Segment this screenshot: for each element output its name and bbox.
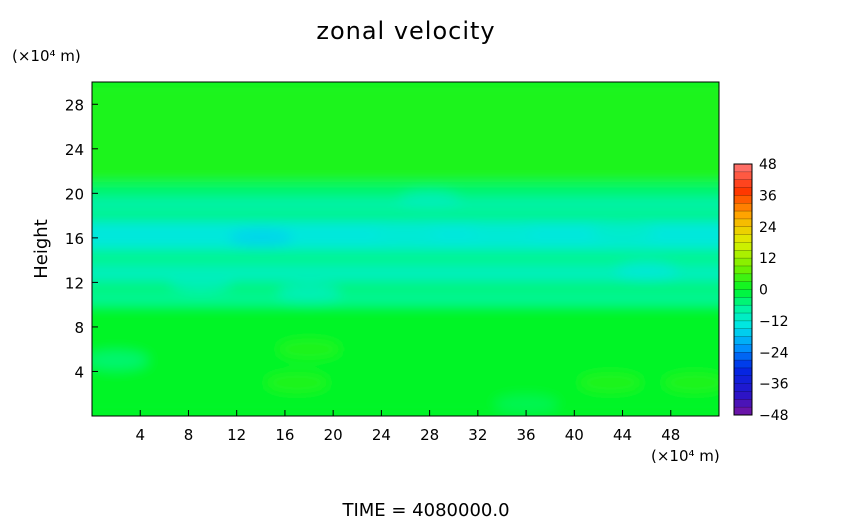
x-tick-label: 4 — [135, 426, 145, 444]
colorbar-segment — [734, 360, 752, 369]
x-tick-label: 32 — [468, 426, 487, 444]
colorbar-segment — [734, 383, 752, 392]
y-tick-label: 8 — [74, 319, 84, 337]
colorbar-label: 12 — [759, 251, 777, 267]
y-tick-label: 28 — [65, 96, 84, 114]
colorbar-label: 36 — [759, 188, 777, 204]
colorbar-segment — [734, 336, 752, 345]
colorbar-segment — [734, 242, 752, 251]
field-blob — [277, 284, 342, 303]
colorbar-segment — [734, 320, 752, 330]
x-tick-label: 40 — [565, 426, 584, 444]
y-tick-label: 20 — [65, 185, 84, 203]
field-blob — [662, 373, 719, 392]
field-band — [92, 293, 719, 305]
colorbar-label: 48 — [759, 157, 777, 173]
colorbar-label: −12 — [759, 314, 789, 330]
field-band — [92, 265, 719, 283]
y-tick-label: 4 — [74, 363, 84, 381]
colorbar-segment — [734, 195, 752, 204]
field-band — [92, 82, 719, 183]
colorbar-segment — [734, 171, 752, 181]
heatmap-field — [92, 82, 719, 416]
x-axis-ticks: 4 8 12 16 20 24 28 32 36 40 44 48 — [135, 410, 680, 444]
colorbar-label: 0 — [759, 283, 768, 299]
colorbar-segment — [734, 289, 752, 298]
x-axis-unit: (×10⁴ m) — [651, 447, 720, 465]
colorbar-label: 24 — [759, 220, 777, 236]
field-blob — [264, 373, 329, 392]
field-blob — [614, 262, 679, 281]
colorbar: 48 36 24 12 0 −12 −24 −36 −48 — [733, 157, 789, 424]
colorbar-segment — [734, 179, 752, 189]
field-band — [92, 210, 719, 222]
y-axis-label: Height — [31, 219, 52, 279]
x-tick-label: 20 — [324, 426, 343, 444]
colorbar-segment — [734, 211, 752, 220]
y-tick-label: 12 — [65, 274, 84, 292]
x-tick-label: 12 — [227, 426, 246, 444]
colorbar-frame — [733, 163, 753, 416]
colorbar-segment — [734, 281, 752, 290]
colorbar-segment — [734, 187, 752, 196]
colorbar-segment — [734, 328, 752, 338]
field-blob — [92, 351, 149, 370]
field-band — [92, 282, 719, 294]
colorbar-segment — [734, 226, 752, 236]
colorbar-segment — [734, 344, 752, 353]
colorbar-segment — [734, 313, 752, 322]
field-blob — [578, 373, 643, 392]
x-tick-label: 28 — [420, 426, 439, 444]
colorbar-segment — [734, 399, 752, 408]
field-blob — [494, 395, 559, 414]
colorbar-segment — [734, 250, 752, 259]
field-blob — [590, 223, 655, 242]
field-blob — [277, 340, 342, 359]
colorbar-segment — [734, 352, 752, 361]
y-axis-ticks: 4 8 12 16 20 24 28 — [65, 96, 98, 381]
field-blob — [373, 225, 438, 244]
plot-frame — [91, 81, 720, 417]
y-tick-label: 16 — [65, 230, 84, 248]
colorbar-segment — [734, 234, 752, 243]
colorbar-label: −24 — [759, 345, 789, 361]
y-axis-unit: (×10⁴ m) — [12, 47, 81, 65]
x-tick-label: 48 — [661, 426, 680, 444]
colorbar-segment — [734, 367, 752, 377]
x-tick-label: 36 — [517, 426, 536, 444]
colorbar-segment — [734, 375, 752, 385]
x-tick-label: 24 — [372, 426, 391, 444]
field-band — [92, 304, 719, 416]
colorbar-label: −48 — [759, 408, 789, 424]
field-blob — [228, 228, 293, 247]
field-band — [92, 249, 719, 266]
field-band — [92, 182, 719, 199]
field-blob — [469, 223, 534, 242]
x-tick-label: 16 — [275, 426, 294, 444]
colorbar-segment — [734, 407, 752, 416]
colorbar-segment — [734, 258, 752, 267]
x-tick-label: 44 — [613, 426, 632, 444]
colorbar-label: −36 — [759, 377, 789, 393]
colorbar-segment — [734, 265, 752, 275]
x-tick-label: 8 — [184, 426, 194, 444]
colorbar-segment — [734, 273, 752, 283]
colorbar-segment — [734, 305, 752, 314]
colorbar-segment — [734, 164, 752, 173]
colorbar-segment — [734, 391, 752, 400]
colorbar-segment — [734, 218, 752, 228]
time-label: TIME = 4080000.0 — [341, 500, 509, 519]
chart-title: zonal velocity — [316, 17, 495, 45]
colorbar-segment — [734, 297, 752, 306]
field-blob — [168, 273, 233, 292]
y-tick-label: 24 — [65, 141, 84, 159]
field-blob — [397, 192, 462, 211]
colorbar-segment — [734, 203, 752, 212]
field-layer — [92, 82, 719, 416]
